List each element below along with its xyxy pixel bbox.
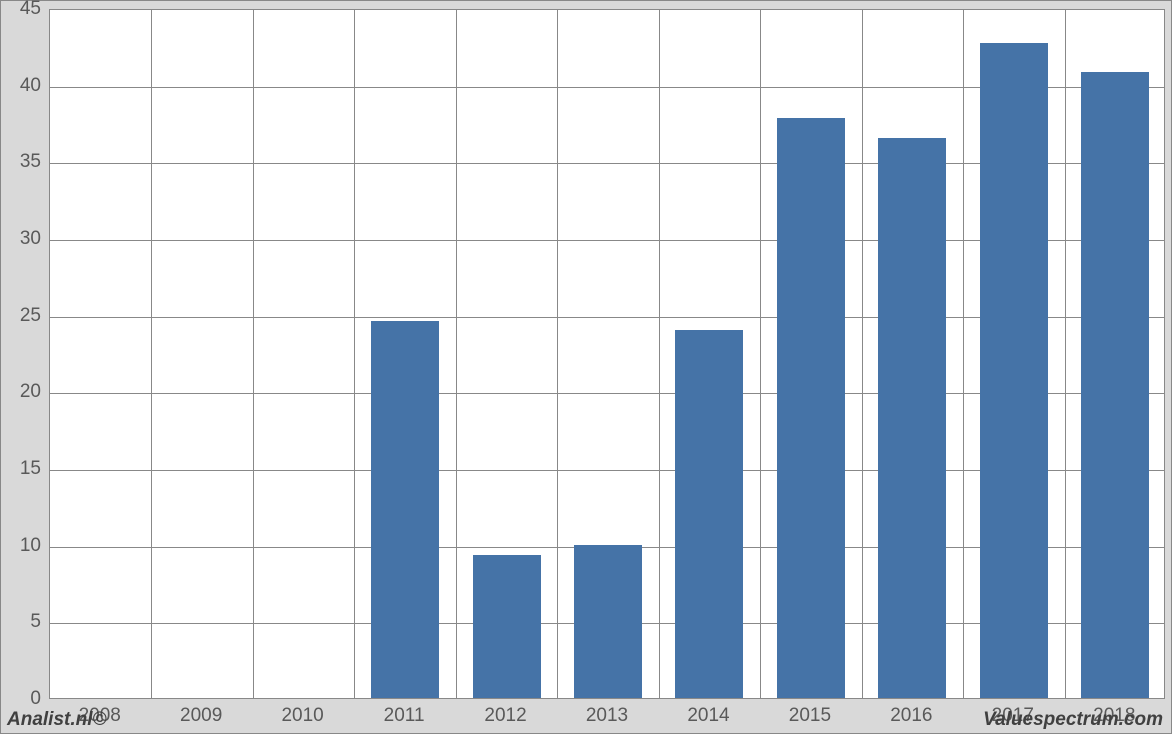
- gridline-vertical: [354, 10, 355, 698]
- x-tick-label: 2009: [180, 705, 222, 727]
- x-tick-label: 2015: [789, 705, 831, 727]
- gridline-vertical: [456, 10, 457, 698]
- y-tick-label: 20: [20, 381, 41, 403]
- footer-left-label: Analist.nl©: [7, 709, 107, 731]
- gridline-vertical: [862, 10, 863, 698]
- y-tick-label: 45: [20, 0, 41, 20]
- x-tick-label: 2010: [281, 705, 323, 727]
- bar-2016: [878, 138, 946, 698]
- chart-outer-frame: 051015202530354045 200820092010201120122…: [0, 0, 1172, 734]
- y-tick-label: 15: [20, 458, 41, 480]
- x-tick-label: 2014: [687, 705, 729, 727]
- gridline-vertical: [760, 10, 761, 698]
- gridline-vertical: [659, 10, 660, 698]
- gridline-vertical: [151, 10, 152, 698]
- gridline-vertical: [1065, 10, 1066, 698]
- y-tick-label: 30: [20, 228, 41, 250]
- x-tick-label: 2011: [384, 705, 425, 727]
- bar-2017: [980, 43, 1048, 698]
- bar-2012: [473, 555, 541, 698]
- gridline-vertical: [557, 10, 558, 698]
- bar-2011: [371, 321, 439, 698]
- y-tick-label: 0: [30, 688, 41, 710]
- y-tick-label: 25: [20, 305, 41, 327]
- y-tick-label: 5: [30, 611, 41, 633]
- y-tick-label: 10: [20, 535, 41, 557]
- x-tick-label: 2012: [484, 705, 526, 727]
- footer-right-label: Valuespectrum.com: [983, 709, 1163, 731]
- y-tick-label: 35: [20, 151, 41, 173]
- x-tick-label: 2016: [890, 705, 932, 727]
- y-tick-label: 40: [20, 75, 41, 97]
- bar-2014: [675, 330, 743, 698]
- gridline-vertical: [253, 10, 254, 698]
- bar-2015: [777, 118, 845, 698]
- gridline-vertical: [963, 10, 964, 698]
- bar-2018: [1081, 72, 1149, 698]
- bar-2013: [574, 545, 642, 698]
- x-tick-label: 2013: [586, 705, 628, 727]
- chart-plot-area: [49, 9, 1165, 699]
